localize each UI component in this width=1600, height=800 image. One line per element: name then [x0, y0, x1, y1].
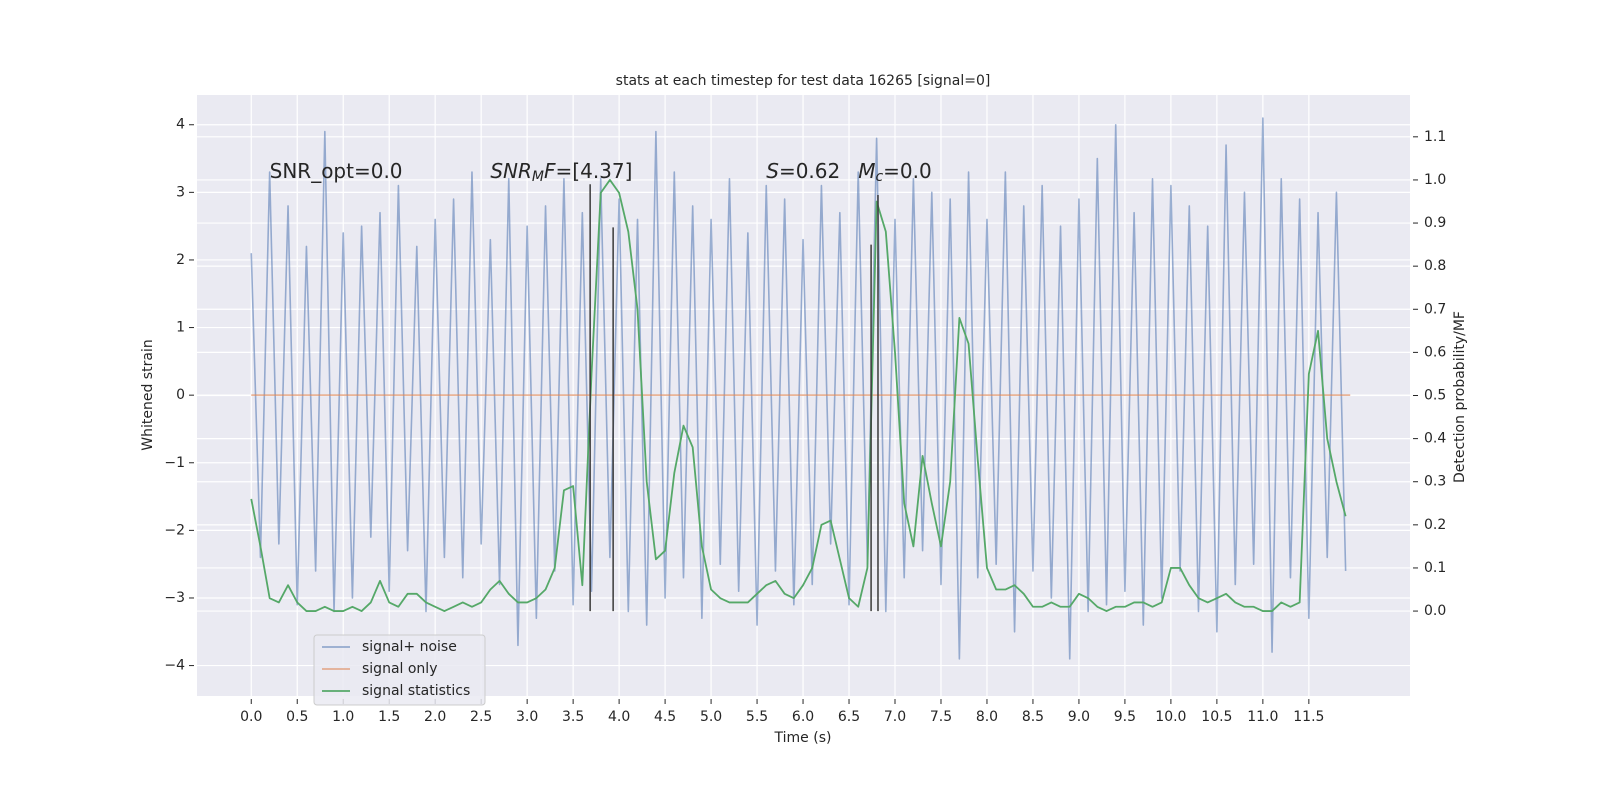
- annotation: SNR_opt=0.0: [270, 159, 403, 183]
- x-tick-label: 3.0: [516, 709, 538, 725]
- annotation-part: c: [875, 169, 883, 185]
- x-tick-label: 1.5: [378, 709, 400, 725]
- x-tick-label: 0.5: [286, 709, 308, 725]
- legend-box: [313, 634, 486, 706]
- x-tick-label: 5.0: [700, 709, 722, 725]
- y2-tick-label: 0.5: [1424, 388, 1446, 404]
- legend-label: signal+ noise: [362, 639, 457, 655]
- y2-axis-label: Detection probability/MF: [1452, 311, 1468, 483]
- x-tick-label: 10.5: [1201, 709, 1232, 725]
- y2-tick-label: 0.0: [1424, 603, 1446, 619]
- annotation-part: F: [544, 159, 556, 183]
- annotation-part: SNR_opt=0.0: [270, 159, 403, 183]
- y2-tick-label: 0.6: [1424, 344, 1446, 360]
- y-tick-label: −1: [164, 455, 185, 471]
- legend-label: signal statistics: [362, 683, 470, 699]
- legend-label: signal only: [362, 661, 437, 677]
- annotation-part: M: [858, 159, 875, 183]
- annotation-part: M: [532, 169, 544, 185]
- series-line: [250, 179, 1347, 612]
- x-tick-label: 4.0: [608, 709, 630, 725]
- y-tick-label: −4: [164, 658, 185, 674]
- x-tick-label: 11.5: [1293, 709, 1324, 725]
- x-tick-label: 0.0: [240, 709, 262, 725]
- chart-title: stats at each timestep for test data 162…: [616, 73, 991, 89]
- x-tick-label: 9.5: [1114, 709, 1136, 725]
- annotation: Mc=0.0: [858, 159, 932, 186]
- x-tick-label: 4.5: [654, 709, 676, 725]
- annotation-part: S: [766, 159, 779, 183]
- x-tick-label: 7.0: [884, 709, 906, 725]
- x-tick-label: 6.5: [838, 709, 860, 725]
- x-tick-label: 9.0: [1068, 709, 1090, 725]
- y2-tick-label: 0.8: [1424, 258, 1446, 274]
- x-tick-label: 11.0: [1247, 709, 1278, 725]
- y-tick-label: 3: [176, 184, 185, 200]
- x-tick-label: 5.5: [746, 709, 768, 725]
- y-tick-label: −3: [164, 590, 185, 606]
- y-tick-label: 0: [176, 387, 185, 403]
- x-axis-label: Time (s): [774, 730, 832, 746]
- y2-tick-label: 1.0: [1424, 172, 1446, 188]
- annotation-part: =0.0: [883, 159, 932, 183]
- x-tick-label: 6.0: [792, 709, 814, 725]
- annotation: S=0.62: [766, 159, 840, 183]
- annotation-part: =0.62: [779, 159, 840, 183]
- y-tick-label: −2: [164, 522, 185, 538]
- y2-tick-label: 0.3: [1424, 474, 1446, 490]
- x-tick-label: 8.5: [1022, 709, 1044, 725]
- x-tick-label: 2.0: [424, 709, 446, 725]
- y-axis-label: Whitened strain: [140, 339, 156, 450]
- y-tick-label: 2: [176, 252, 185, 268]
- y2-tick-label: 1.1: [1424, 129, 1446, 145]
- y2-tick-label: 0.4: [1424, 431, 1446, 447]
- x-tick-label: 10.0: [1155, 709, 1186, 725]
- x-tick-label: 1.0: [332, 709, 354, 725]
- y2-tick-label: 0.2: [1424, 517, 1446, 533]
- y-tick-label: 4: [176, 117, 185, 133]
- x-tick-label: 3.5: [562, 709, 584, 725]
- y2-tick-label: 0.1: [1424, 560, 1446, 576]
- x-tick-label: 2.5: [470, 709, 492, 725]
- y2-tick-label: 0.9: [1424, 215, 1446, 231]
- annotation-part: SNR: [490, 159, 532, 183]
- series-line: [250, 117, 1347, 660]
- annotation: SNRMF=[4.37]: [490, 159, 632, 186]
- y-tick-label: 1: [176, 320, 185, 336]
- x-tick-label: 8.0: [976, 709, 998, 725]
- annotation-part: =[4.37]: [556, 159, 633, 183]
- y2-tick-label: 0.7: [1424, 301, 1446, 317]
- x-tick-label: 7.5: [930, 709, 952, 725]
